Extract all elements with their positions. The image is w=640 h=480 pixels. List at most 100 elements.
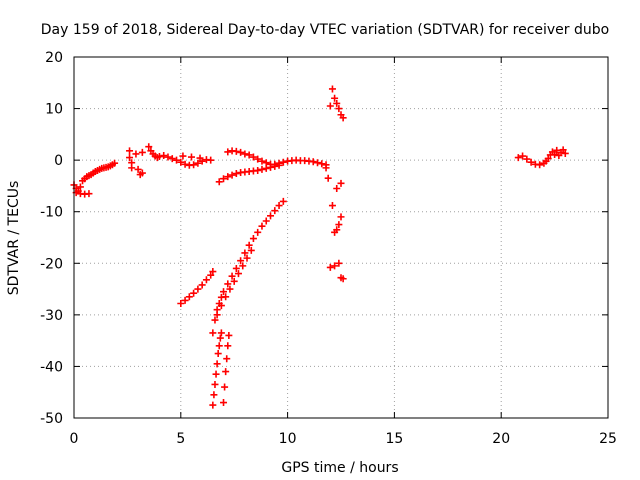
data-point [333, 185, 341, 193]
data-point [331, 228, 339, 236]
data-point [326, 263, 334, 271]
data-point [328, 202, 336, 210]
data-point [228, 272, 236, 280]
data-point [519, 152, 527, 160]
data-point [209, 268, 217, 276]
x-tick-label: 0 [70, 431, 79, 447]
data-point [249, 235, 257, 243]
y-tick-label: -10 [40, 205, 63, 221]
data-point [335, 221, 343, 229]
data-point [212, 370, 220, 378]
data-point [181, 160, 189, 168]
plot-frame [73, 56, 609, 419]
x-tick-label: 20 [492, 431, 510, 447]
data-point [333, 99, 341, 107]
y-tick-label: -40 [40, 359, 63, 375]
data-point [221, 383, 229, 391]
x-axis-label: GPS time / hours [281, 460, 398, 476]
data-point [559, 146, 567, 154]
data-point [239, 262, 247, 270]
data-point [262, 164, 270, 172]
data-point [164, 153, 172, 161]
data-point [241, 150, 249, 158]
data-point [279, 158, 287, 166]
data-point [190, 161, 198, 169]
data-point [217, 329, 225, 337]
data-point [335, 105, 343, 113]
data-point [337, 213, 345, 221]
data-point [177, 158, 185, 166]
data-point [267, 212, 275, 220]
data-point [314, 159, 322, 167]
data-point [211, 316, 219, 324]
data-point [177, 300, 185, 308]
data-point [523, 155, 531, 163]
x-tick-label: 25 [599, 431, 617, 447]
data-point [258, 157, 266, 165]
data-point [85, 190, 93, 198]
data-point [216, 334, 224, 342]
data-point [331, 262, 339, 270]
data-point [128, 164, 136, 172]
data-point [271, 162, 279, 170]
data-point [132, 150, 140, 158]
y-tick-label: -20 [40, 256, 63, 272]
data-point [202, 276, 210, 284]
y-tick-label: -30 [40, 308, 63, 324]
data-point [190, 289, 198, 297]
data-point [228, 171, 236, 179]
data-point [185, 293, 193, 301]
data-point [223, 355, 231, 363]
data-point [544, 155, 552, 163]
data-point [207, 271, 215, 279]
data-points [70, 85, 569, 409]
data-point [322, 164, 330, 172]
data-point [262, 217, 270, 225]
data-point [267, 163, 275, 171]
data-point [160, 152, 168, 160]
data-point [326, 102, 334, 110]
data-point [145, 143, 153, 151]
data-point [215, 178, 223, 186]
x-tick-label: 10 [279, 431, 297, 447]
data-point [335, 259, 343, 267]
data-point [210, 391, 218, 399]
data-point [275, 202, 283, 210]
data-point [279, 197, 287, 205]
data-point [324, 174, 332, 182]
data-point [339, 275, 347, 283]
data-point [254, 228, 262, 236]
data-point [179, 152, 187, 160]
data-point [337, 179, 345, 187]
data-point [254, 166, 262, 174]
data-point [232, 147, 240, 155]
data-point [207, 156, 215, 164]
y-tick-label: 0 [54, 153, 63, 169]
data-point [243, 254, 251, 262]
y-axis-label: SDTVAR / TECUs [6, 181, 22, 296]
data-point [237, 257, 245, 265]
data-point [213, 311, 221, 319]
data-point [514, 154, 522, 162]
data-point [138, 148, 146, 156]
data-point [331, 94, 339, 102]
data-point [126, 147, 134, 155]
data-point [155, 153, 163, 161]
data-point [111, 159, 119, 167]
data-point [168, 155, 176, 163]
grid [74, 57, 608, 418]
data-point [209, 401, 217, 409]
data-point [196, 154, 204, 162]
data-point [181, 296, 189, 304]
chart-title: Day 159 of 2018, Sidereal Day-to-day VTE… [41, 22, 609, 38]
data-point [222, 293, 230, 301]
data-point [198, 281, 206, 289]
data-point [258, 222, 266, 230]
data-point [309, 158, 317, 166]
data-point [555, 152, 563, 160]
data-point [209, 329, 217, 337]
data-point [138, 169, 146, 177]
data-point [220, 399, 228, 407]
data-point [187, 153, 195, 161]
